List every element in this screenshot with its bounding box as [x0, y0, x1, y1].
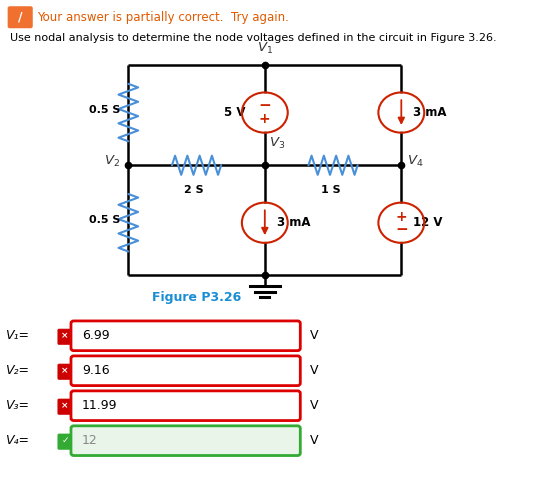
Text: $V_2$: $V_2$	[104, 154, 120, 169]
Text: /: /	[18, 11, 22, 24]
Text: ✓: ✓	[61, 436, 69, 445]
Text: Your answer is partially correct.  Try again.: Your answer is partially correct. Try ag…	[37, 11, 289, 24]
Text: 9.16: 9.16	[82, 364, 110, 377]
Circle shape	[379, 204, 423, 242]
Text: V: V	[310, 434, 318, 447]
Text: 0.5 S: 0.5 S	[89, 216, 120, 225]
FancyBboxPatch shape	[71, 356, 300, 386]
FancyBboxPatch shape	[8, 6, 33, 28]
FancyBboxPatch shape	[58, 434, 72, 449]
Text: −: −	[258, 98, 271, 113]
Text: −: −	[395, 222, 408, 237]
Text: 0.5 S: 0.5 S	[89, 105, 120, 115]
Text: 12 V: 12 V	[413, 216, 443, 229]
Text: 3 mA: 3 mA	[277, 216, 310, 229]
FancyBboxPatch shape	[58, 364, 72, 379]
Text: $V_4$: $V_4$	[407, 154, 423, 169]
Text: +: +	[395, 209, 407, 224]
Text: ×: ×	[61, 401, 69, 410]
Text: +: +	[259, 112, 271, 126]
Text: Figure P3.26: Figure P3.26	[152, 291, 241, 305]
Circle shape	[379, 93, 423, 132]
Text: 2 S: 2 S	[184, 185, 204, 195]
Text: ×: ×	[61, 331, 69, 340]
Text: V₄=: V₄=	[5, 434, 29, 447]
Circle shape	[243, 204, 287, 242]
Text: 1 S: 1 S	[321, 185, 340, 195]
Text: V: V	[310, 399, 318, 412]
Text: V: V	[310, 364, 318, 377]
Text: V₃=: V₃=	[5, 399, 29, 412]
Circle shape	[243, 93, 287, 132]
Text: $V_3$: $V_3$	[269, 136, 286, 151]
Text: V₂=: V₂=	[5, 364, 29, 377]
Text: Use nodal analysis to determine the node voltages defined in the circuit in Figu: Use nodal analysis to determine the node…	[10, 33, 496, 43]
Text: 6.99: 6.99	[82, 329, 110, 342]
Text: 11.99: 11.99	[82, 399, 117, 412]
FancyBboxPatch shape	[58, 399, 72, 414]
FancyBboxPatch shape	[71, 426, 300, 456]
Text: V₁=: V₁=	[5, 329, 29, 342]
FancyBboxPatch shape	[58, 329, 72, 344]
FancyBboxPatch shape	[71, 321, 300, 351]
Text: 12: 12	[82, 434, 98, 447]
Text: 5 V: 5 V	[224, 106, 246, 119]
Text: ×: ×	[61, 366, 69, 375]
FancyBboxPatch shape	[71, 391, 300, 421]
Text: V: V	[310, 329, 318, 342]
Text: $V_1$: $V_1$	[257, 41, 273, 56]
Text: 3 mA: 3 mA	[413, 106, 447, 119]
